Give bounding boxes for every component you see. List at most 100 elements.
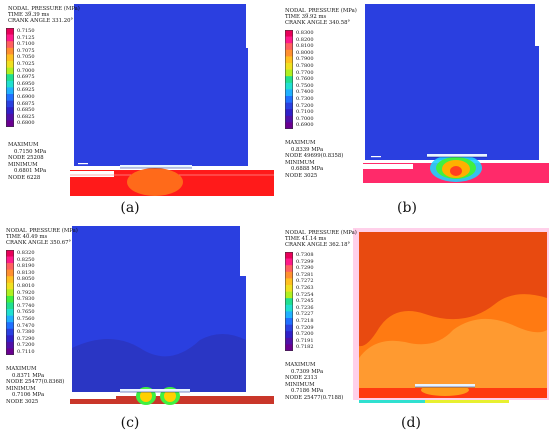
colorbar-swatch (285, 344, 293, 351)
colorbar-swatch (6, 113, 14, 121)
colorbar-swatch (285, 96, 293, 103)
colorbar-swatch (285, 89, 293, 97)
legend-value: 0.8300 (296, 30, 314, 36)
panel-a-header-crank: CRANK ANGLE 331.20° (8, 18, 74, 25)
legend-value: 0.7500 (296, 82, 314, 89)
stat-max-value: 0.8339 MPa (291, 146, 324, 153)
panel-b-plot (363, 4, 549, 183)
panel-c-plume-left-core (140, 390, 152, 402)
colorbar-swatch (6, 348, 14, 355)
stat-min-value: 0.7186 MPa (291, 388, 324, 395)
legend-value: 0.7560 (17, 315, 35, 322)
colorbar-swatch (285, 271, 293, 279)
legend-value: 0.7308 (296, 252, 314, 258)
legend-value: 0.7380 (17, 329, 35, 336)
legend-value: 0.7218 (296, 317, 314, 324)
legend-value: 0.7830 (17, 296, 35, 303)
legend-value: 0.7209 (296, 324, 314, 331)
colorbar-swatch (6, 61, 14, 68)
panel-b-valve (427, 154, 487, 157)
colorbar-swatch (285, 298, 293, 306)
colorbar-swatch (6, 335, 14, 343)
panel-d-light-region (359, 318, 547, 388)
colorbar-swatch (6, 276, 14, 284)
legend-value: 0.8000 (296, 49, 314, 56)
panel-b-header-title: NODAL_PRESSURE (MPa) (285, 8, 357, 14)
colorbar-swatch (6, 315, 14, 323)
colorbar-swatch (285, 331, 293, 339)
colorbar-swatch (6, 263, 14, 270)
colorbar-swatch (285, 304, 293, 312)
stat-max-value: 0.7150 MPa (14, 148, 47, 155)
legend-value: 0.6925 (17, 87, 35, 94)
stat-max-label: MAXIMUM (285, 140, 316, 146)
legend-value: 0.7290 (17, 335, 35, 342)
colorbar-swatch (6, 41, 14, 49)
legend-value: 0.7200 (17, 342, 35, 349)
colorbar-swatch (6, 67, 14, 75)
panel-c-legend-values: 0.8320 0.8250 0.8190 0.8130 0.8050 0.801… (17, 250, 35, 356)
panel-b-marker (371, 156, 381, 158)
panel-c-header-crank: CRANK ANGLE 350.67° (6, 240, 72, 247)
legend-value: 0.7400 (296, 89, 314, 96)
panel-d-header-title: NODAL_PRESSURE (MPa) (285, 230, 357, 236)
panel-c-caption: (c) (120, 415, 140, 431)
panel-d-header-time: TIME 41.14 ms (285, 236, 327, 243)
stat-max-node: NODE 25208 (8, 155, 44, 162)
colorbar-border (285, 252, 293, 351)
legend-value: 0.7272 (296, 278, 314, 285)
stat-min-label: MINIMUM (6, 385, 36, 392)
panel-c-step (70, 396, 116, 399)
stat-max-label: MAXIMUM (8, 142, 39, 148)
legend-value: 0.7236 (296, 304, 314, 311)
panel-a-caption: (a) (120, 200, 140, 216)
legend-value: 0.7290 (296, 265, 314, 272)
colorbar-swatch (285, 30, 293, 37)
legend-value: 0.6900 (296, 122, 314, 129)
colorbar-swatch (285, 56, 293, 64)
panel-d: NODAL_PRESSURE (MPa) TIME 41.14 ms CRANK… (275, 218, 550, 437)
legend-value: 0.7000 (296, 115, 314, 122)
colorbar-border (6, 250, 14, 355)
panel-d-stats: MAXIMUM 0.7309 MPa NODE 2313 MINIMUM 0.7… (285, 362, 343, 402)
legend-value: 0.7263 (296, 284, 314, 291)
panel-b-header-time: TIME 39.92 ms (285, 14, 327, 21)
legend-value: 0.7800 (296, 62, 314, 69)
colorbar-swatch (6, 309, 14, 316)
panel-d-header-crank: CRANK ANGLE 362.18° (285, 242, 351, 249)
legend-value: 0.7125 (17, 34, 35, 41)
colorbar-swatch (6, 302, 14, 310)
panel-b-colorbar (285, 30, 293, 129)
panel-a-marker (78, 163, 88, 165)
panel-c-stats: MAXIMUM 0.8371 MPa NODE 25477(0.8368) MI… (6, 366, 64, 406)
stat-min-node: NODE 6228 (8, 174, 41, 181)
stat-min-value: 0.6801 MPa (14, 168, 47, 175)
stat-max-value: 0.8371 MPa (12, 372, 45, 379)
legend-value: 0.8130 (17, 269, 35, 276)
legend-value: 0.8250 (17, 256, 35, 263)
colorbar-swatch (6, 256, 14, 264)
legend-value: 0.6875 (17, 100, 35, 107)
panel-b-field (365, 4, 535, 160)
panel-a-step (70, 171, 114, 177)
panel-d-legend-values: 0.7308 0.7299 0.7290 0.7281 0.7272 0.726… (296, 252, 314, 351)
legend-value: 0.7050 (17, 54, 35, 61)
colorbar-swatch (285, 337, 293, 345)
legend-value: 0.7254 (296, 291, 314, 298)
legend-value: 0.7200 (296, 102, 314, 109)
panel-b-header-crank: CRANK ANGLE 340.58° (285, 20, 351, 27)
colorbar-swatch (6, 120, 14, 127)
stat-max-node: NODE 49699(0.8358) (285, 153, 344, 160)
panel-d-cool-band-2 (425, 400, 509, 403)
stat-min-label: MINIMUM (285, 381, 315, 388)
panel-a-stats: MAXIMUM 0.7150 MPa NODE 25208 MINIMUM 0.… (8, 142, 46, 182)
panel-b-field-right (525, 46, 539, 160)
panel-b-header: NODAL_PRESSURE (MPa) TIME 39.92 ms CRANK… (285, 8, 357, 27)
legend-value: 0.7110 (17, 348, 35, 355)
legend-value: 0.7900 (296, 56, 314, 63)
colorbar-swatch (6, 94, 14, 101)
legend-value: 0.7600 (296, 76, 314, 83)
colorbar-swatch (285, 258, 293, 266)
legend-value: 0.6850 (17, 107, 35, 114)
colorbar-swatch (6, 47, 14, 55)
